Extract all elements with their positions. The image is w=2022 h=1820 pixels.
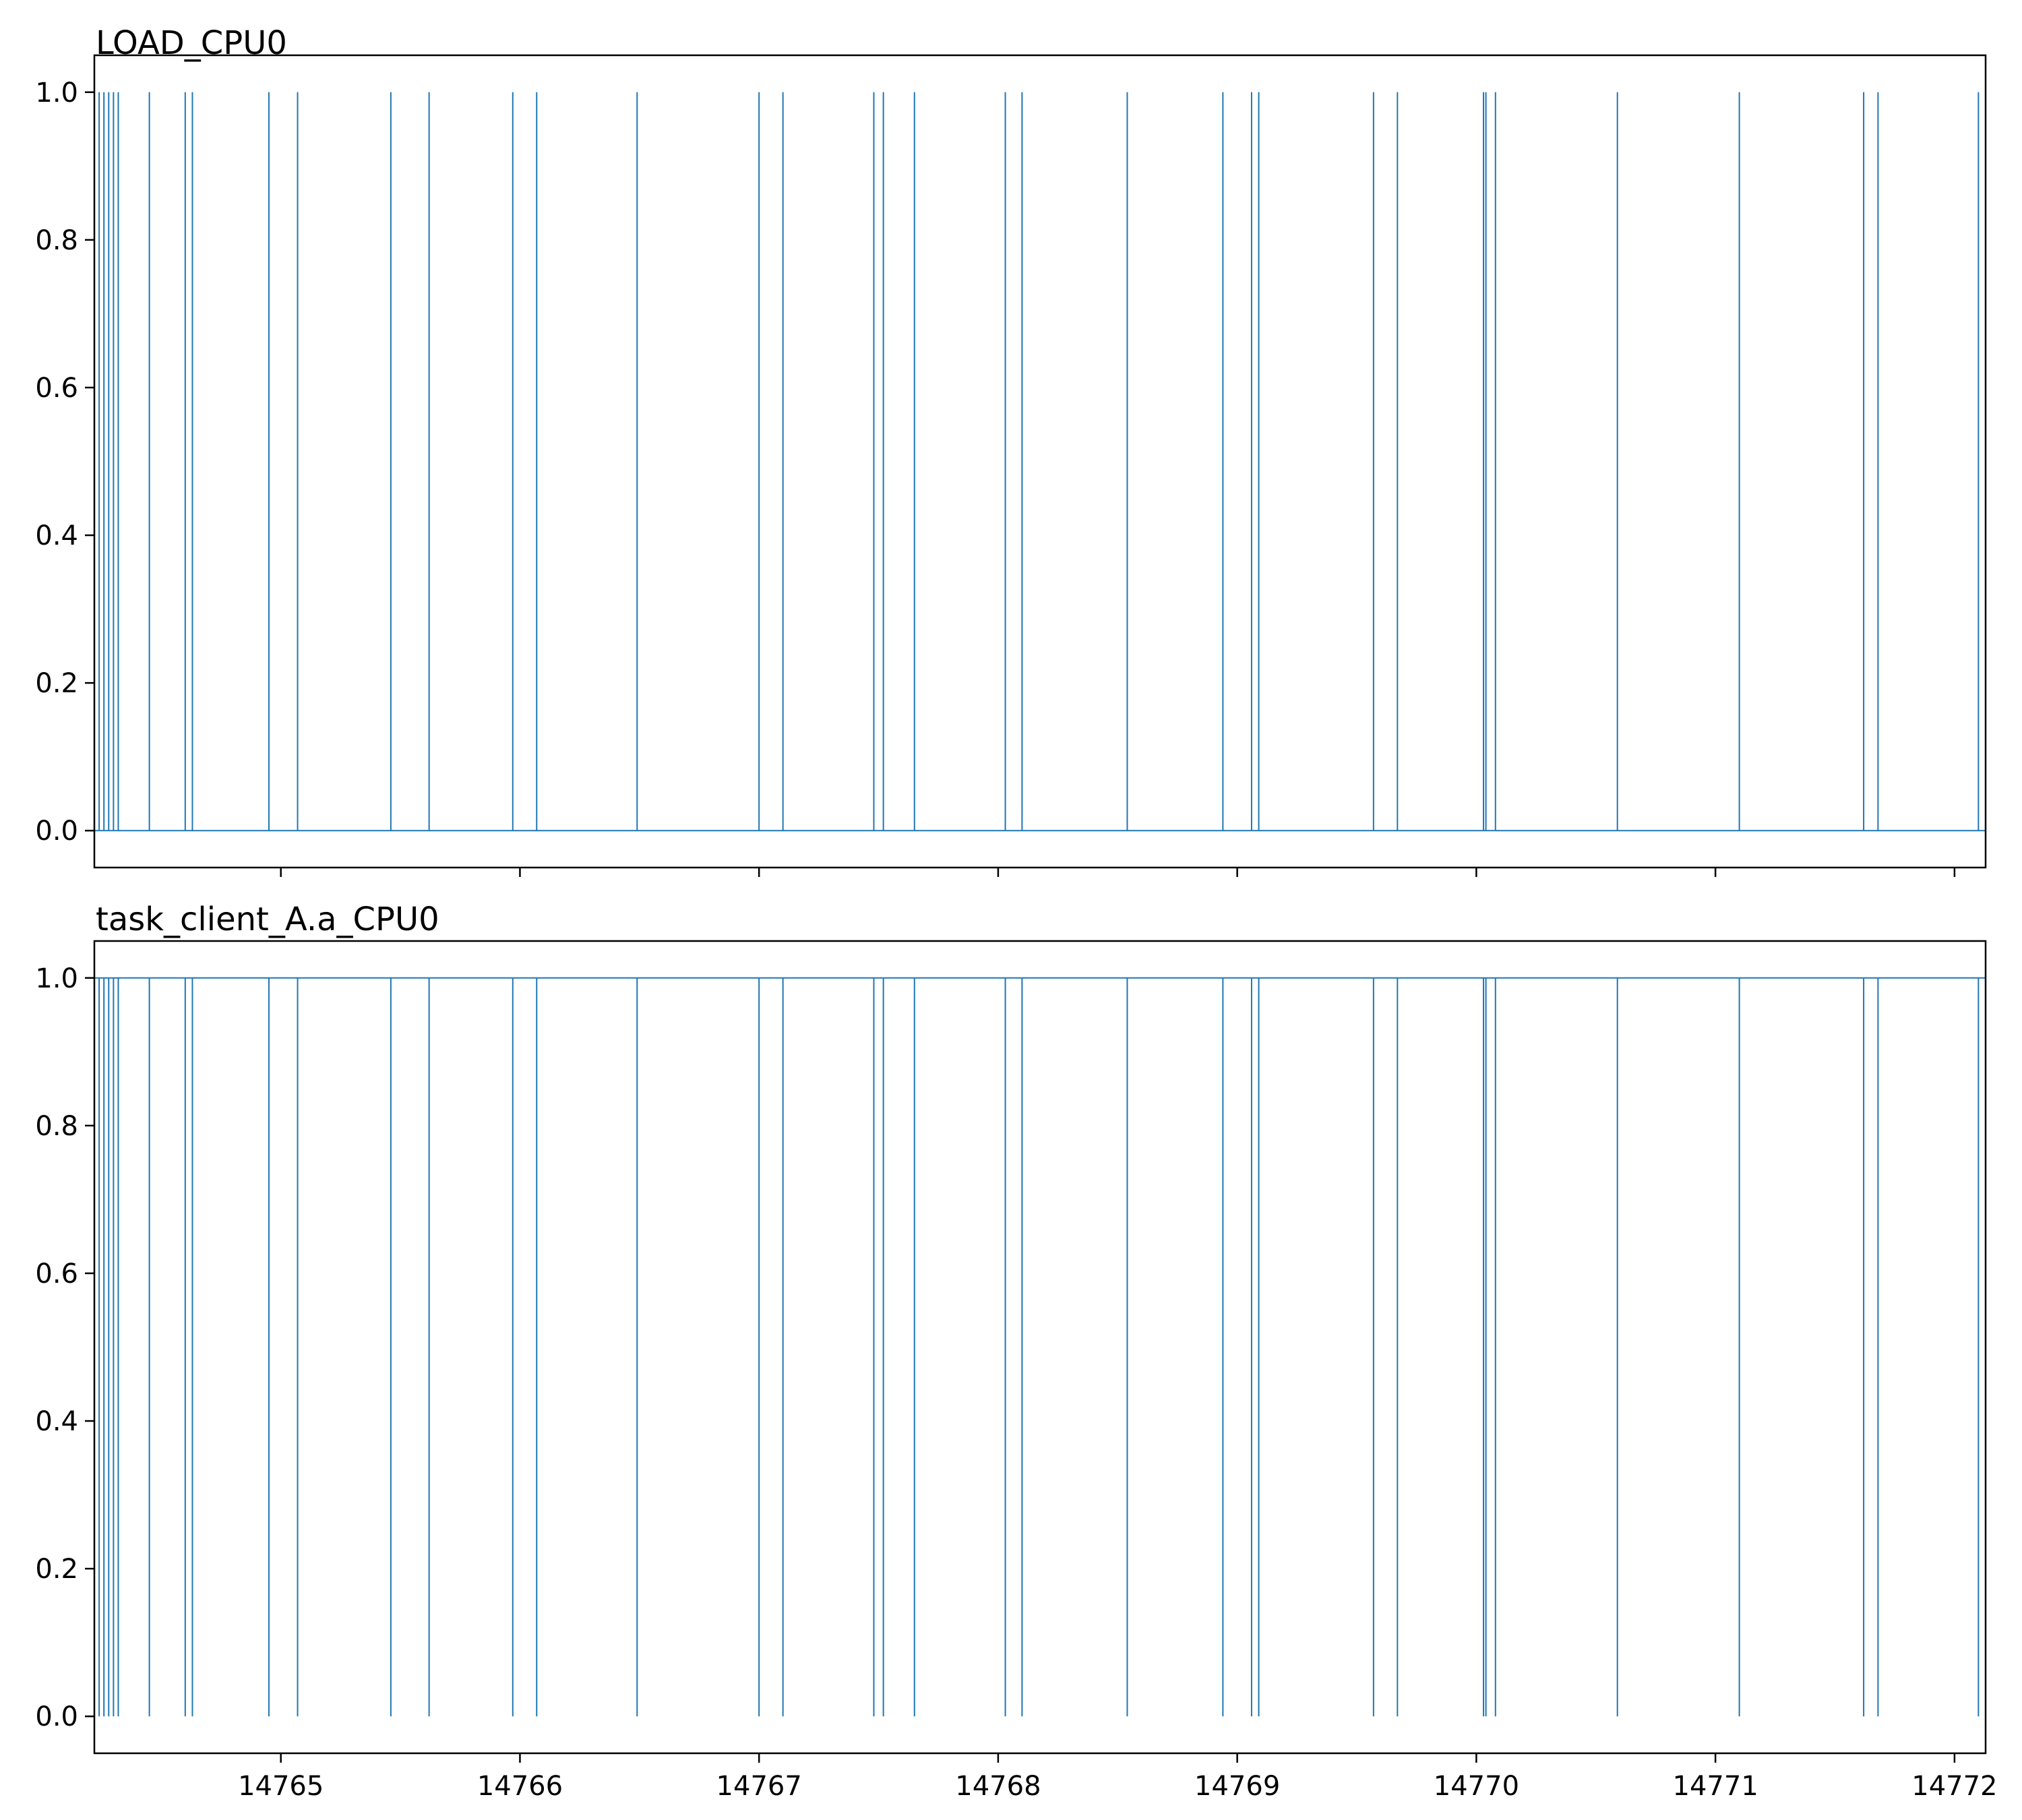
x-axis-ticks: 14765 14766 14767 14768 14769 14770 14771 14772 [238, 1753, 1998, 1802]
y-tick-label: 0.8 [35, 1111, 78, 1142]
y-tick-label: 1.0 [35, 78, 78, 109]
y-tick-label: 0.6 [35, 1258, 78, 1290]
series-layer [94, 977, 1986, 1717]
x-axis-ticks [280, 868, 1956, 877]
y-tick-label: 0.8 [35, 225, 78, 256]
x-tick-label: 14767 [716, 1771, 802, 1802]
x-tick-label: 14769 [1194, 1771, 1280, 1802]
y-tick-label: 0.4 [35, 1406, 78, 1437]
x-tick-label: 14765 [238, 1771, 324, 1802]
panel-title: task_client_A.a_CPU0 [96, 901, 439, 938]
x-tick-label: 14766 [477, 1771, 563, 1802]
y-tick-label: 0.4 [35, 520, 78, 551]
plot-area-frame [93, 54, 1987, 869]
series-layer [94, 92, 1986, 832]
y-tick-label: 0.0 [35, 816, 78, 847]
panel-load-cpu0: LOAD_CPU0 0.0 0.2 0.4 0.6 0.8 1.0 [35, 24, 1987, 877]
x-tick-label: 14768 [955, 1771, 1041, 1802]
y-tick-label: 0.0 [35, 1701, 78, 1732]
y-axis-ticks: 0.0 0.2 0.4 0.6 0.8 1.0 [35, 963, 94, 1732]
panel-task-client-a-cpu0: task_client_A.a_CPU0 0.00.20.40.60.81.0 … [35, 901, 1997, 1802]
x-tick-label: 14772 [1911, 1771, 1997, 1802]
y-tick-label: 0.2 [35, 668, 78, 699]
y-tick-label: 0.2 [35, 1554, 78, 1585]
x-tick-label: 14770 [1434, 1771, 1519, 1802]
x-tick-label: 14771 [1673, 1771, 1758, 1802]
y-tick-label: 1.0 [35, 963, 78, 994]
panel-title: LOAD_CPU0 [96, 24, 287, 62]
y-axis-ticks: 0.0 0.2 0.4 0.6 0.8 1.0 [35, 78, 94, 847]
plot-area-frame [93, 940, 1987, 1755]
y-tick-label: 0.6 [35, 373, 78, 404]
